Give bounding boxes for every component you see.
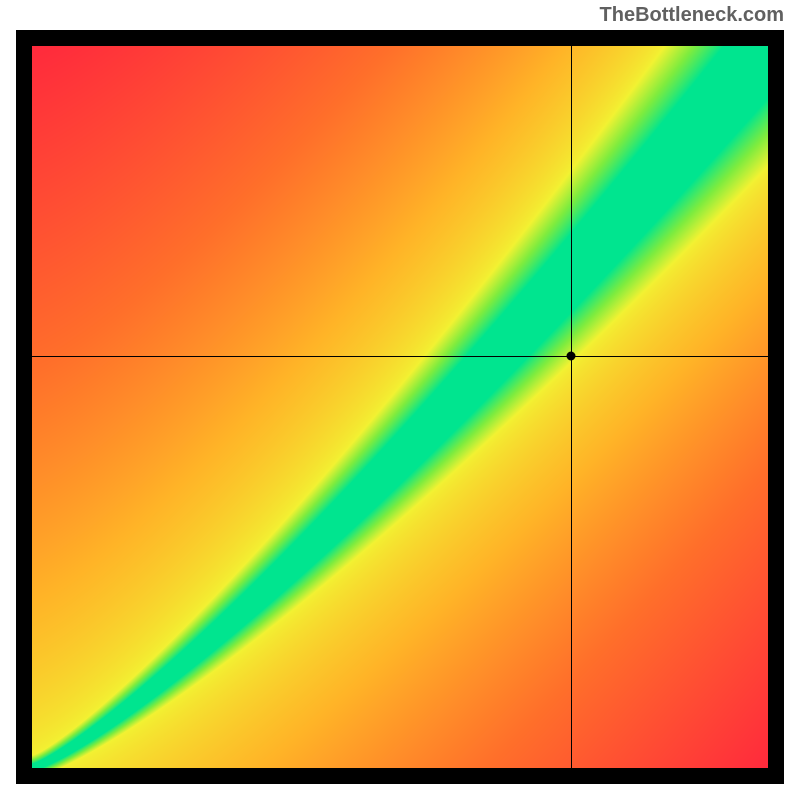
attribution-text: TheBottleneck.com: [600, 4, 784, 27]
plot-border-bottom: [16, 768, 784, 784]
chart-container: TheBottleneck.com: [0, 0, 800, 800]
plot-border-top: [16, 30, 784, 46]
plot-border-left: [16, 30, 32, 784]
crosshair-marker: [567, 352, 576, 361]
crosshair-horizontal: [32, 356, 768, 357]
bottleneck-heatmap: [32, 46, 768, 768]
plot-border-right: [768, 30, 784, 784]
crosshair-vertical: [571, 46, 572, 768]
